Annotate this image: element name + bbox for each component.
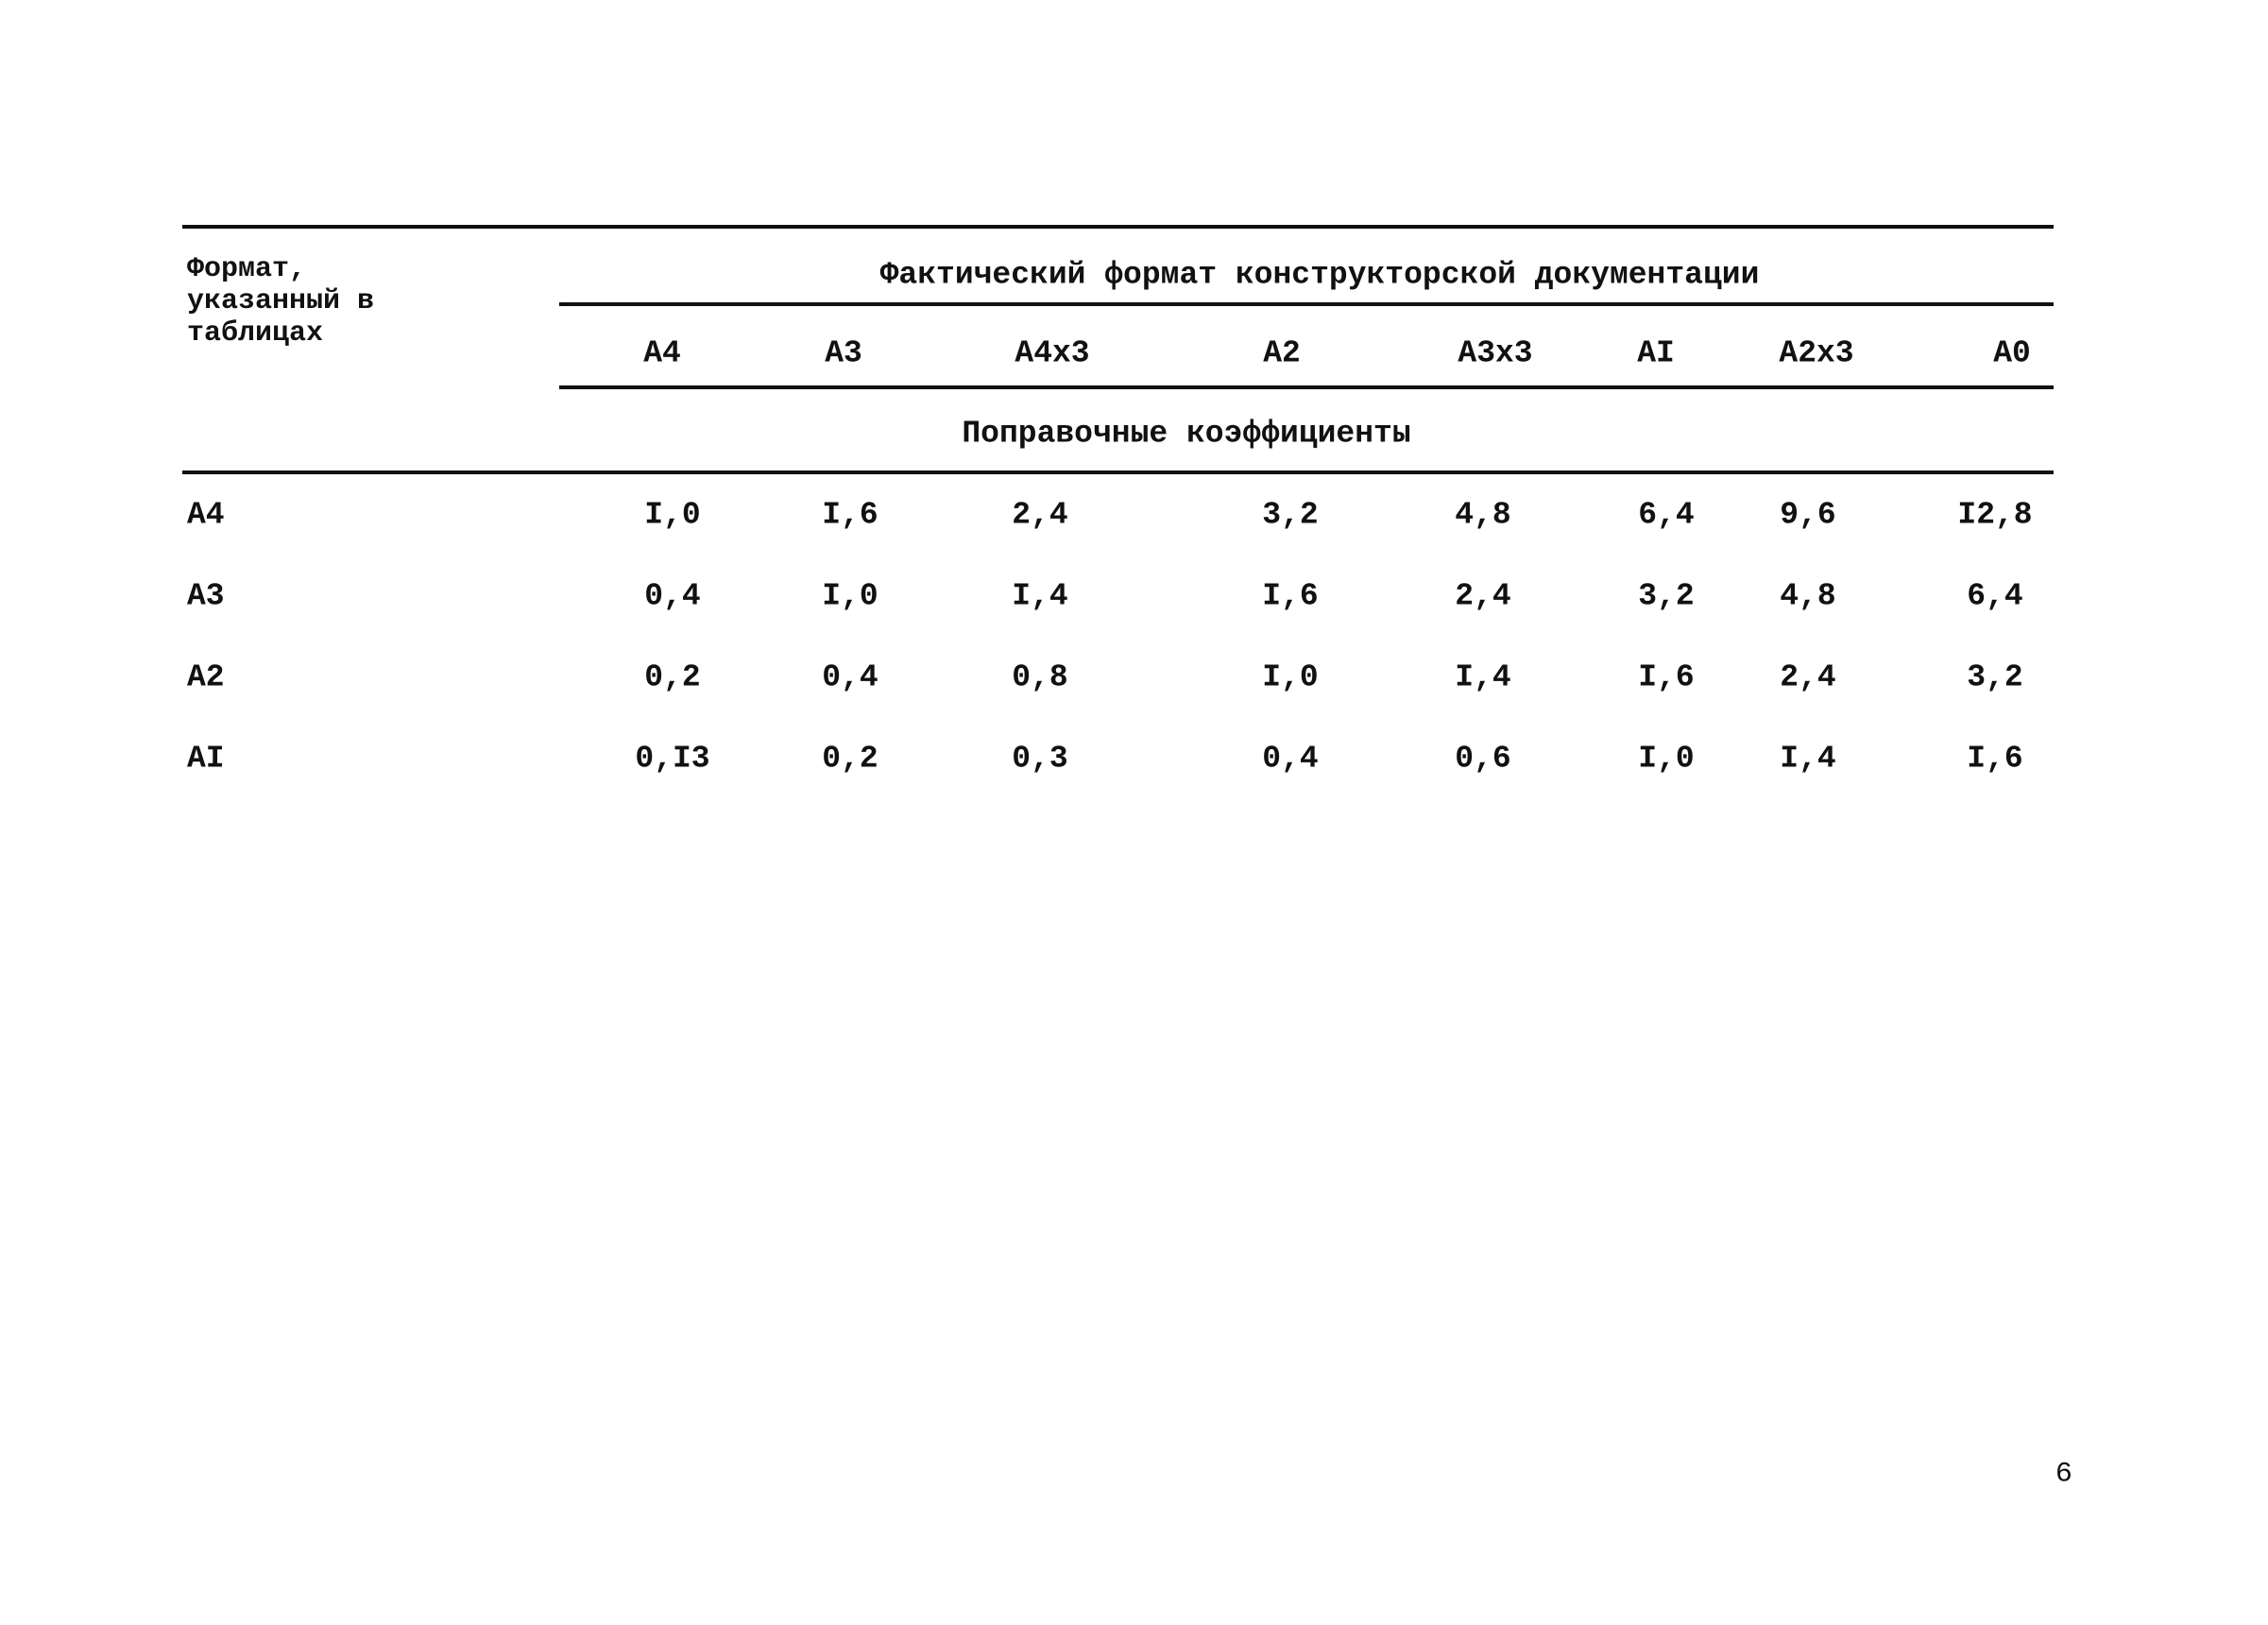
cell: 0,6 [1455,741,1511,777]
cell: 9,6 [1780,497,1836,533]
column-header: A4x3 [1015,335,1090,371]
cell: 0,3 [1012,741,1068,777]
column-header: A3x3 [1458,335,1533,371]
row-label-title: Формат, указанный в таблицах [187,253,375,350]
cell: 6,4 [1967,578,2023,614]
cell: I,0 [1262,659,1319,695]
cell: I,0 [1638,741,1695,777]
cell: 2,4 [1780,659,1836,695]
row-label: A3 [187,578,225,614]
cell: 0,4 [644,578,701,614]
cell: I,4 [1455,659,1511,695]
cell: 2,4 [1455,578,1511,614]
column-header: A4 [643,335,681,371]
group-title: Фактический формат конструкторской докум… [879,257,1760,293]
cell: 0,2 [644,659,701,695]
cell: 0,4 [822,659,878,695]
cell: 0,I3 [635,741,710,777]
cell: 4,8 [1780,578,1836,614]
cell: 4,8 [1455,497,1511,533]
column-header: AI [1637,335,1675,371]
row-label: A2 [187,659,225,695]
subheader: Поправочные коэффициенты [962,416,1411,452]
cell: I2,8 [1957,497,2033,533]
row-label: A4 [187,497,225,533]
group-rule [559,302,2054,306]
cell: I,4 [1012,578,1068,614]
page-number: 9 [2055,1453,2073,1485]
cell: 2,4 [1012,497,1068,533]
cell: I,6 [822,497,878,533]
cell: 0,2 [822,741,878,777]
cell: 3,2 [1262,497,1319,533]
cell: I,6 [1638,659,1695,695]
body-rule [182,470,2054,474]
column-header: A3 [825,335,862,371]
cell: I,0 [644,497,701,533]
cell: I,6 [1262,578,1319,614]
cell: 0,4 [1262,741,1319,777]
cell: 3,2 [1967,659,2023,695]
column-header: A2 [1263,335,1301,371]
cell: I,0 [822,578,878,614]
row-label: AI [187,741,225,777]
column-rule [559,385,2054,389]
cell: 0,8 [1012,659,1068,695]
cell: I,6 [1967,741,2023,777]
column-header: A2x3 [1779,335,1854,371]
cell: 6,4 [1638,497,1695,533]
cell: 3,2 [1638,578,1695,614]
column-header: A0 [1993,335,2031,371]
top-rule [182,225,2054,229]
cell: I,4 [1780,741,1836,777]
